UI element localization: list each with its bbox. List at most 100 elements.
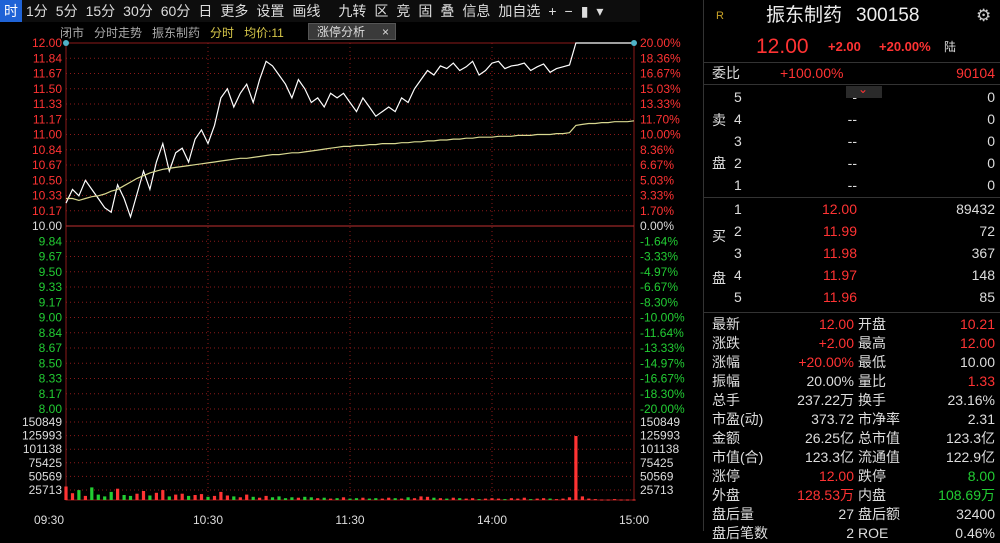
volume-tick-label: 125993 [22,429,62,443]
sell-price: -- [847,177,857,193]
toolbar-item-20[interactable]: ▾ [596,3,604,19]
buy-volume: 85 [979,289,995,305]
toolbar-item-7[interactable]: 更多 [220,3,249,19]
volume-bar [258,497,262,500]
stat-label: 开盘 [858,316,886,332]
toolbar-item-10[interactable]: 九转 [338,3,367,19]
last-price: 12.00 [756,35,809,58]
sell-row[interactable]: 3 -- 0 [704,131,1000,151]
volume-tick-label-right: 125993 [640,429,680,443]
buy-row[interactable]: 1 12.00 89432 [704,199,1000,219]
volume-bar [90,487,94,500]
volume-tick-label-right: 150849 [640,415,680,429]
stats-row: 振幅 20.00% 量比 1.33 [704,371,1000,391]
toolbar-item-11[interactable]: 区 [374,3,389,19]
volume-bar [361,497,365,500]
toolbar-item-12[interactable]: 竞 [396,3,411,19]
weicha-value: 90104 [956,65,995,81]
stats-row: 金额 26.25亿 总市值 123.3亿 [704,428,1000,448]
intraday-chart[interactable]: 12.00 20.00% 11.84 18.36% 11.67 16.67% 11.50 15… [0,22,698,531]
toolbar-item-9[interactable]: 画线 [292,3,321,19]
volume-bar [632,499,636,501]
volume-bar [483,498,488,500]
buy-row[interactable]: 4 11.97 148 [704,265,1000,285]
sell-level: 5 [734,89,742,105]
gear-icon[interactable]: ⚙ [976,6,992,25]
sell-row[interactable]: 4 -- 0 [704,109,1000,129]
stat-label: 最新 [712,316,740,332]
volume-bar [354,498,359,500]
volume-tick-label: 150849 [22,415,62,429]
pct-tick-label: -13.33% [640,341,685,355]
buy-row[interactable]: 3 11.98 367 [704,243,1000,263]
stat-value: 373.72 [811,411,854,427]
toolbar-item-16[interactable]: 加自选 [498,3,541,19]
sell-row[interactable]: 1 -- 0 [704,175,1000,195]
stat-value: 237.22万 [797,392,854,408]
pct-tick-label: 15.03% [640,82,681,96]
toolbar-item-6[interactable]: 日 [198,3,213,19]
chevron-down-icon[interactable]: ⌄ [858,82,869,96]
toolbar-item-13[interactable]: 固 [418,3,433,19]
stat-value: 0.46% [955,525,995,541]
toolbar-item-18[interactable]: − [564,3,573,19]
time-tick-label: 15:00 [619,513,649,527]
pct-tick-label: 18.36% [640,51,681,65]
stats-row: 盘后量 27 盘后额 32400 [704,504,1000,524]
toolbar-item-2[interactable]: 5分 [55,3,78,19]
price-tick-label: 9.67 [39,250,63,264]
price-tick-label: 11.84 [33,51,62,65]
buy-row[interactable]: 5 11.96 85 [704,287,1000,307]
collapse-handle[interactable]: ⌄ [846,82,882,98]
price-tick-label: 10.33 [32,189,62,203]
volume-bar [425,496,430,500]
volume-bar [154,492,158,500]
buy-price: 11.98 [823,245,857,261]
buy-level: 5 [734,289,742,305]
volume-bar [509,498,513,500]
close-icon[interactable]: × [381,25,389,39]
toolbar-item-14[interactable]: 叠 [440,3,455,19]
volume-bar [83,495,87,500]
volume-bar [619,499,623,501]
toolbar-item-15[interactable]: 信息 [462,3,491,19]
price-tick-label: 11.33 [33,97,62,111]
limit-up-analysis-button[interactable]: 涨停分析 × [308,23,396,40]
toolbar-item-17[interactable]: + [548,3,557,19]
volume-bar [309,497,313,500]
volume-bar [496,498,501,500]
chart-svg: 12.00 20.00% 11.84 18.36% 11.67 16.67% 11.50 15… [22,36,685,527]
volume-bar [400,498,404,500]
volume-tick-label: 25713 [29,483,63,497]
avg-price-label: 均价:11 [244,26,284,40]
stat-label: 跌停 [858,468,886,484]
buy-volume: 89432 [956,201,995,217]
toolbar-item-8[interactable]: 设置 [256,3,285,19]
stat-label: 盘后笔数 [712,525,768,541]
sell-level: 1 [734,177,742,193]
volume-bar [161,490,165,500]
toolbar-item-4[interactable]: 30分 [123,3,153,19]
pct-tick-label: -4.97% [640,265,678,279]
sell-row[interactable]: 2 -- 0 [704,153,1000,173]
buy-row[interactable]: 2 11.99 72 [704,221,1000,241]
pct-tick-label: 10.00% [640,128,681,142]
price-tick-label: 8.00 [39,402,63,416]
toolbar-item-1[interactable]: 1分 [26,3,48,19]
price-tick-label: 10.50 [32,173,62,187]
volume-bar [180,493,184,500]
sell-volume: 0 [987,111,995,127]
buy-volume: 367 [971,245,995,261]
pct-tick-label: 8.36% [640,143,674,157]
toolbar-item-3[interactable]: 15分 [85,3,116,19]
toolbar-item-5[interactable]: 60分 [160,3,191,19]
quote-panel: R 振东制药 300158 ⚙ 12.00 +2.00 +20.00% 陆 委比… [703,0,1000,541]
toolbar-item-19[interactable]: ▮ [580,3,589,19]
volume-bar [580,496,584,500]
toolbar-item-0[interactable]: 时 [0,0,22,22]
weibi-value: +100.00% [780,65,844,81]
stats-row: 市盈(动) 373.72 市净率 2.31 [704,409,1000,429]
stat-label: 涨停 [712,468,740,484]
volume-bar [199,494,204,500]
volume-bar [567,497,572,500]
